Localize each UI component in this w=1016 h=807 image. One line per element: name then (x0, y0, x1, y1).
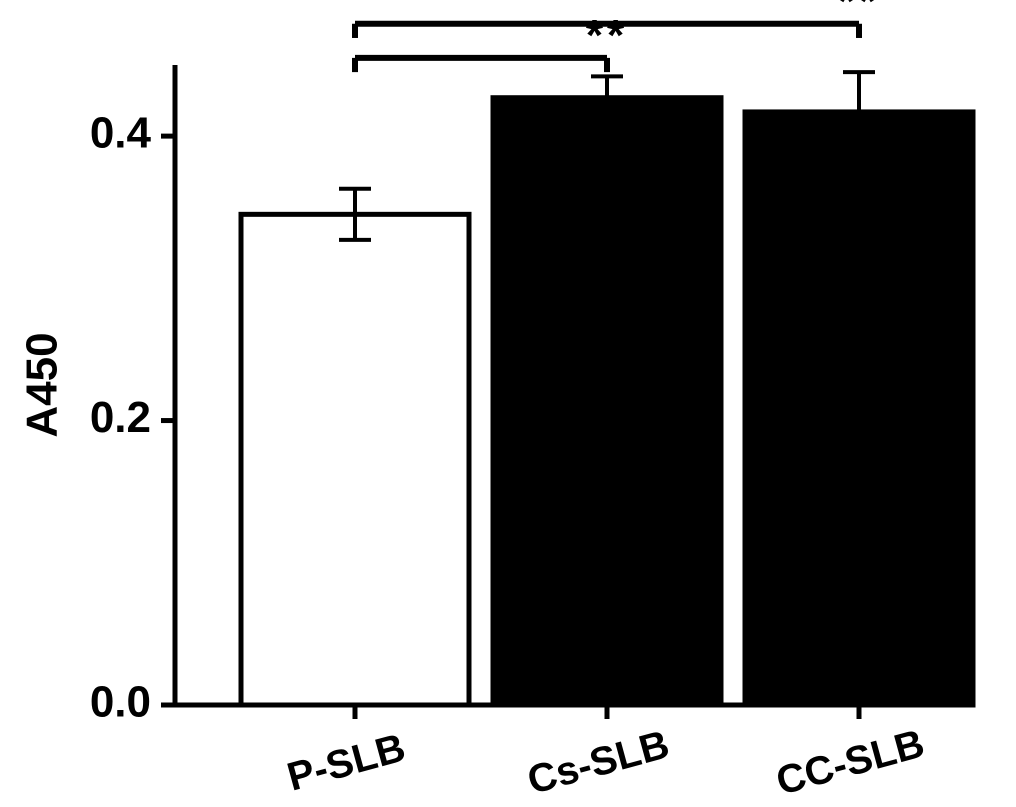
x-tick-label: Cs-SLB (523, 722, 674, 803)
x-tick-label: P-SLB (283, 726, 410, 800)
significance-label: ** (838, 0, 880, 26)
chart-container: 0.0 0.2 0.4 A450 P-SLB Cs-SLB CC-SLB ** ** (0, 0, 1016, 807)
bar (493, 98, 721, 705)
y-tick-label: 0.2 (90, 393, 151, 442)
significance-label: ** (586, 11, 628, 60)
x-tick-label: CC-SLB (772, 721, 929, 803)
bar (241, 214, 469, 705)
y-tick-label: 0.0 (90, 678, 151, 727)
bar-chart: 0.0 0.2 0.4 A450 P-SLB Cs-SLB CC-SLB ** ** (0, 0, 1016, 807)
bar (745, 112, 973, 705)
y-axis-label: A450 (18, 332, 67, 437)
y-tick-label: 0.4 (90, 109, 152, 158)
